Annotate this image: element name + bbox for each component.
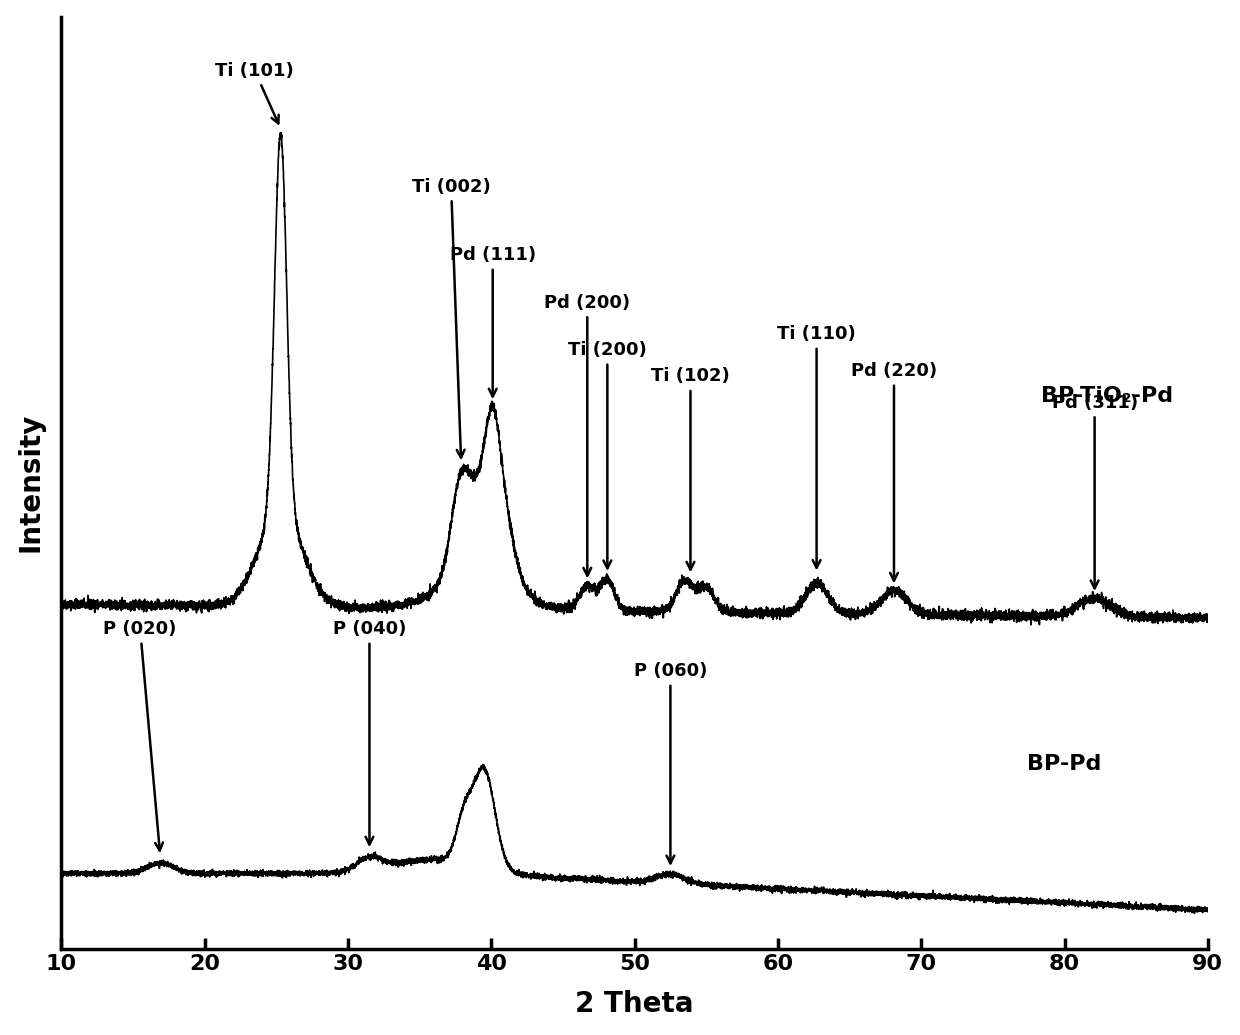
Text: Pd (311): Pd (311) bbox=[1052, 393, 1137, 588]
Text: Pd (111): Pd (111) bbox=[450, 246, 536, 396]
X-axis label: 2 Theta: 2 Theta bbox=[575, 990, 694, 1018]
Text: Ti (110): Ti (110) bbox=[777, 325, 856, 568]
Text: BP-TiO₂-Pd: BP-TiO₂-Pd bbox=[1042, 386, 1173, 406]
Text: Ti (101): Ti (101) bbox=[216, 62, 294, 123]
Text: Ti (200): Ti (200) bbox=[568, 341, 647, 568]
Text: BP-Pd: BP-Pd bbox=[1027, 755, 1101, 774]
Text: P (020): P (020) bbox=[103, 620, 177, 851]
Text: Pd (220): Pd (220) bbox=[851, 362, 937, 581]
Y-axis label: Intensity: Intensity bbox=[16, 413, 45, 553]
Text: P (060): P (060) bbox=[634, 662, 707, 863]
Text: P (040): P (040) bbox=[332, 620, 407, 845]
Text: Ti (002): Ti (002) bbox=[412, 178, 491, 457]
Text: Pd (200): Pd (200) bbox=[544, 294, 630, 575]
Text: Ti (102): Ti (102) bbox=[651, 367, 730, 569]
